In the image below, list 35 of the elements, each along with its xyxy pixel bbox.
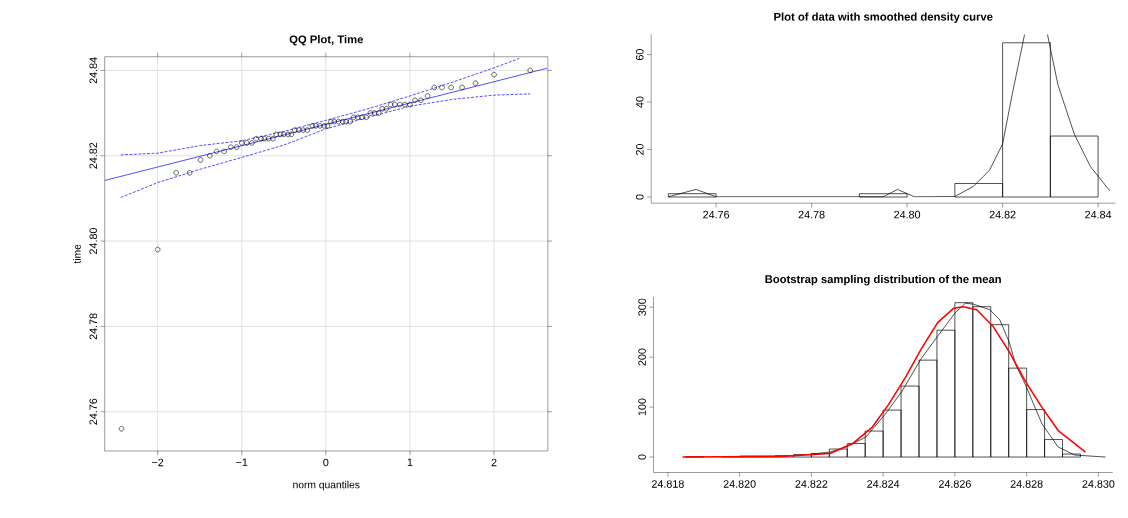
- y-tick-label: 24.84: [89, 57, 98, 84]
- x-tick-label: 24.80: [894, 211, 921, 219]
- x-tick-label: 2: [491, 458, 497, 467]
- x-tick-label: 24.822: [795, 480, 828, 488]
- x-tick-label: 1: [407, 458, 413, 467]
- chart-title: Bootstrap sampling distribution of the mean: [765, 275, 1001, 286]
- x-tick-label: 0: [323, 458, 329, 467]
- y-tick-label: 24.82: [89, 143, 98, 169]
- x-tick-label: −1: [236, 458, 248, 467]
- x-tick-label: 24.830: [1082, 480, 1115, 488]
- y-tick-label: 40: [635, 96, 644, 109]
- y-tick-label: 24.76: [89, 398, 98, 425]
- x-tick-label: 24.78: [798, 211, 825, 219]
- x-tick-label: 24.818: [651, 480, 684, 488]
- x-axis-title: norm quantiles: [293, 481, 360, 491]
- x-tick-label: 24.82: [989, 211, 1016, 219]
- y-tick-label: 20: [635, 144, 644, 156]
- x-tick-label: −2: [152, 458, 164, 467]
- y-tick-label: 24.80: [89, 228, 98, 255]
- y-tick-label: 0: [638, 454, 646, 460]
- y-tick-label: 60: [635, 49, 644, 61]
- y-tick-label: 100: [638, 398, 646, 416]
- y-axis-title: time: [73, 244, 81, 264]
- chart-title: QQ Plot, Time: [289, 35, 363, 46]
- chart-title: Plot of data with smoothed density curve: [774, 12, 993, 24]
- x-tick-label: 24.76: [703, 211, 730, 219]
- x-tick-label: 24.828: [1010, 480, 1043, 488]
- y-tick-label: 0: [635, 194, 644, 200]
- y-tick-label: 24.78: [89, 313, 98, 340]
- x-tick-label: 24.84: [1085, 211, 1112, 219]
- y-tick-label: 200: [638, 348, 646, 366]
- y-tick-label: 300: [638, 298, 646, 316]
- x-tick-label: 24.824: [867, 480, 900, 488]
- x-tick-label: 24.826: [938, 480, 971, 488]
- x-tick-label: 24.820: [723, 480, 756, 488]
